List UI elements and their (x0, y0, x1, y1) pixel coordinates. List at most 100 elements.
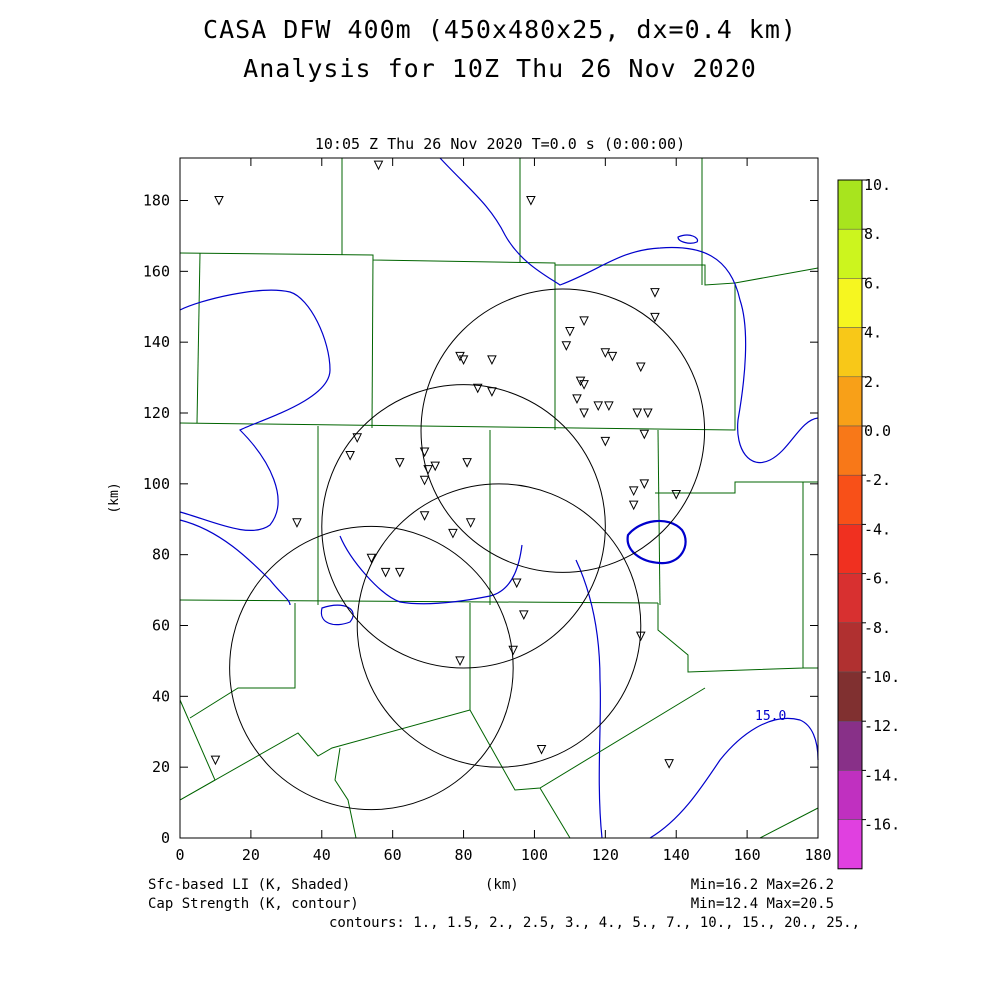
station-marker (604, 401, 614, 412)
y-tick-label: 100 (143, 475, 170, 493)
plot-valid-time: 10:05 Z Thu 26 Nov 2020 T=0.0 s (0:00:00… (314, 135, 686, 153)
station-marker (579, 316, 589, 327)
x-tick-label: 120 (592, 846, 619, 864)
station-marker (519, 610, 529, 620)
station-marker (462, 458, 472, 468)
station-marker (536, 744, 547, 755)
station-marker (572, 394, 582, 404)
station-marker (643, 408, 653, 419)
station-marker (650, 288, 660, 298)
x-tick-label: 60 (384, 846, 402, 864)
station-marker (526, 196, 536, 206)
x-tick-label: 100 (521, 846, 548, 864)
radar-ring (356, 483, 642, 768)
footer-contour-levels: contours: 1., 1.5, 2., 2.5, 3., 4., 5., … (328, 915, 860, 931)
colorbar-segment (837, 376, 863, 427)
y-tick-label: 180 (143, 192, 170, 210)
station-marker (579, 380, 589, 390)
radar-ring (229, 525, 514, 811)
colorbar-segment (837, 228, 863, 279)
station-marker (628, 500, 639, 511)
colorbar-label: -10. (864, 668, 900, 686)
colorbar-label: 6. (864, 274, 882, 292)
station-marker (639, 479, 650, 489)
colorbar-segment (837, 524, 863, 574)
station-marker (511, 578, 522, 589)
colorbar-segment (837, 278, 863, 328)
colorbar-segment (837, 474, 863, 525)
colorbar-label: -14. (864, 766, 900, 784)
cap-strength-contours (179, 157, 819, 839)
county-boundaries (179, 158, 819, 839)
colorbar-label: -2. (864, 471, 891, 489)
station-markers (210, 160, 682, 769)
station-marker (579, 408, 589, 419)
y-tick-label: 60 (152, 617, 170, 635)
contour-label: 15.0 (755, 709, 786, 724)
plot-frame (179, 157, 819, 839)
station-marker (628, 486, 639, 497)
footer-shaded-field: Sfc-based LI (K, Shaded) (148, 877, 351, 893)
station-marker (472, 383, 483, 394)
station-marker (600, 348, 611, 358)
colorbar-label: -12. (864, 717, 900, 735)
colorbar-label: -6. (864, 570, 891, 588)
station-marker (448, 528, 458, 539)
colorbar-segment (837, 179, 863, 230)
station-marker (487, 387, 497, 397)
y-tick-label: 80 (152, 546, 170, 564)
station-marker (650, 312, 660, 323)
footer-shaded-minmax: Min=16.2 Max=26.2 (690, 877, 834, 893)
station-marker (600, 436, 611, 447)
colorbar-segment (837, 770, 863, 820)
station-marker (671, 489, 682, 500)
station-marker (508, 645, 518, 656)
radar-range-rings (229, 288, 706, 811)
station-marker (635, 362, 646, 373)
station-marker (419, 475, 430, 486)
station-marker (639, 429, 650, 440)
station-marker (214, 196, 224, 206)
colorbar-frame (837, 179, 863, 870)
station-marker (394, 567, 405, 578)
colorbar-label: -8. (864, 619, 891, 637)
x-tick-label: 40 (313, 846, 331, 864)
x-tick-label: 80 (455, 846, 473, 864)
station-marker (632, 408, 643, 419)
footer-contour-minmax: Min=12.4 Max=20.5 (690, 896, 834, 912)
station-marker (373, 160, 384, 171)
station-marker (664, 759, 674, 769)
colorbar-segment (837, 720, 863, 771)
colorbar-label: -4. (864, 520, 891, 538)
y-tick-label: 40 (152, 687, 170, 705)
colorbar: 10. 8. 6. 4. 2. 0.0 -2. -4. -6. -8. -10. -12. -14. -1… (837, 176, 900, 870)
station-marker (366, 553, 377, 564)
station-marker (561, 341, 572, 351)
colorbar-label: 8. (864, 225, 882, 243)
station-marker (565, 327, 575, 337)
y-tick-label: 120 (143, 404, 170, 422)
axis-ticks (179, 158, 819, 839)
station-marker (455, 656, 465, 667)
y-tick-label: 160 (143, 262, 170, 280)
colorbar-segment (837, 573, 863, 624)
station-marker (487, 355, 497, 365)
station-marker (352, 433, 363, 443)
station-marker (419, 447, 430, 458)
station-marker (635, 631, 646, 642)
colorbar-label: 10. (864, 176, 891, 194)
colorbar-label: 4. (864, 324, 882, 342)
radar-ring (420, 288, 706, 573)
x-tick-label: 160 (734, 846, 761, 864)
y-axis-label: (km) (107, 482, 122, 513)
x-axis-label: (km) (485, 877, 519, 893)
x-tick-label: 0 (175, 846, 184, 864)
colorbar-segment (837, 671, 863, 722)
station-marker (593, 401, 604, 412)
figure-title: CASA DFW 400m (450x480x25, dx=0.4 km) (203, 15, 797, 44)
station-marker (380, 567, 391, 578)
station-marker (419, 511, 430, 521)
figure-subtitle: Analysis for 10Z Thu 26 Nov 2020 (243, 54, 757, 83)
y-tick-label: 20 (152, 758, 170, 776)
